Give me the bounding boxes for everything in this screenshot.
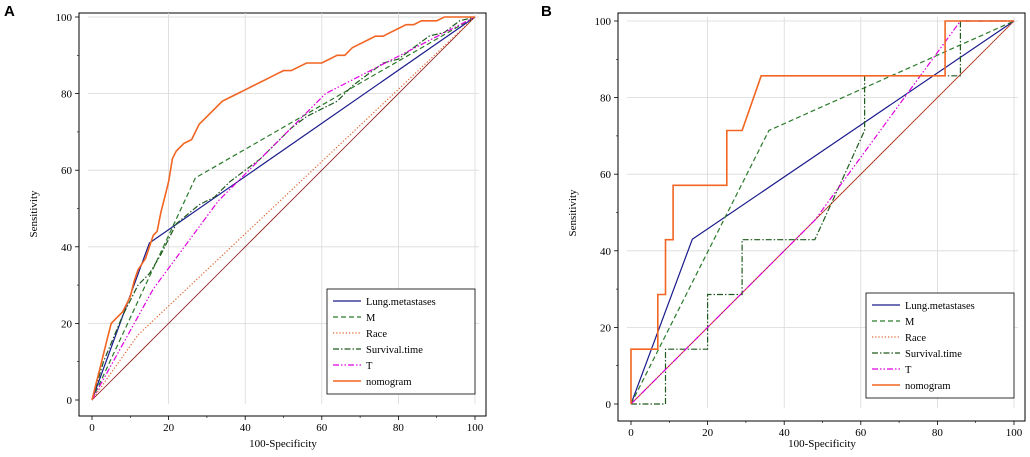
panel-b-y-tick-label: 100 <box>595 16 612 28</box>
panel-a: A 0 20 40 60 80 100 0 20 40 60 80 100 100-Specifici… <box>4 3 487 450</box>
panel-b-x-tick-label: 20 <box>702 427 714 439</box>
panel-a-series-nomogram <box>91 16 475 401</box>
panel-a-reference-line <box>91 16 476 401</box>
panel-a-y-tick-label: 100 <box>56 12 73 24</box>
panel-a-series <box>91 16 476 401</box>
panel-b-y-tick-label: 40 <box>600 246 612 258</box>
panel-a-x-tick-label: 20 <box>163 422 175 434</box>
panel-b-legend-entries: Lung.metastases M Race Survival.time Tnomogr… <box>872 301 975 392</box>
panel-b: B 0 20 40 60 80 100 0 20 40 60 80 100 100-Specifici… <box>541 3 1026 450</box>
panel-a-xlabel: 100-Specificity <box>249 438 317 450</box>
panel-b-x-tick-label: 80 <box>932 427 944 439</box>
panel-a-y-tick-label: 0 <box>67 395 73 407</box>
panel-b-legend-label: M <box>905 317 915 328</box>
panel-a-ticks: 0 20 40 60 80 100 0 20 40 60 80 100 <box>56 12 484 434</box>
panel-b-grid <box>627 17 1018 408</box>
panel-b-legend-label: Survival.time <box>905 349 962 360</box>
panel-b-legend-box <box>865 292 1015 399</box>
panel-b-x-tick-label: 100 <box>1006 427 1023 439</box>
panel-a-x-tick-label: 60 <box>316 422 328 434</box>
panel-b-ticks: 0 20 40 60 80 100 0 20 40 60 80 100 <box>595 16 1023 439</box>
panel-a-legend-label: Race <box>366 329 387 340</box>
panel-b-series-survival-time <box>631 20 1014 405</box>
panel-a-ylabel: Sensitivity <box>28 190 40 238</box>
panel-b-x-tick-label: 40 <box>779 427 791 439</box>
panel-a-x-tick-label: 80 <box>393 422 405 434</box>
panel-b-y-tick-label: 20 <box>600 322 612 334</box>
panel-a-y-tick-label: 20 <box>61 318 73 330</box>
panel-a-y-tick-label: 40 <box>61 242 73 254</box>
panel-b-series <box>630 20 1015 405</box>
panel-b-ylabel: Sensitivity <box>567 189 579 237</box>
panel-b-legend-label: T <box>905 365 912 376</box>
panel-a-legend: Lung.metastases M Race Survival.time Tnomogr… <box>326 288 476 395</box>
panel-b-legend-label: Lung.metastases <box>905 301 975 312</box>
panel-b-x-tick-label: 0 <box>628 427 634 439</box>
panel-b-label: B <box>541 3 552 20</box>
panel-a-series-lung-metastases <box>91 16 476 401</box>
panel-b-y-tick-label: 80 <box>600 93 612 105</box>
panel-a-legend-label: nomogram <box>366 377 412 388</box>
panel-a-legend-entries: Lung.metastases M Race Survival.time Tnomogr… <box>333 297 436 388</box>
panel-a-label: A <box>4 3 15 20</box>
panel-b-y-tick-label: 60 <box>600 169 612 181</box>
panel-b-x-tick-label: 60 <box>855 427 867 439</box>
panel-a-series-t <box>91 16 476 401</box>
panel-a-legend-label: Lung.metastases <box>366 297 436 308</box>
panel-a-legend-box <box>326 288 476 395</box>
panel-a-series-m <box>91 16 476 401</box>
panel-a-y-tick-label: 80 <box>61 89 73 101</box>
panel-a-x-tick-label: 100 <box>467 422 484 434</box>
panel-b-legend-label: Race <box>905 333 926 344</box>
panel-a-legend-label: T <box>366 361 373 372</box>
panel-b-series-m <box>630 20 1015 405</box>
panel-a-x-tick-label: 0 <box>89 422 95 434</box>
panel-b-legend-label: nomogram <box>905 381 951 392</box>
panel-a-legend-label: M <box>366 313 376 324</box>
panel-a-legend-label: Survival.time <box>366 345 423 356</box>
panel-a-series-race <box>91 16 476 401</box>
panel-a-y-tick-label: 60 <box>61 165 73 177</box>
panel-a-x-tick-label: 40 <box>240 422 252 434</box>
panel-b-legend: Lung.metastases M Race Survival.time Tnomogr… <box>865 292 1015 399</box>
panel-b-xlabel: 100-Specificity <box>788 438 856 450</box>
panel-b-y-tick-label: 0 <box>606 399 612 411</box>
panel-b-series-nomogram <box>630 20 1014 404</box>
